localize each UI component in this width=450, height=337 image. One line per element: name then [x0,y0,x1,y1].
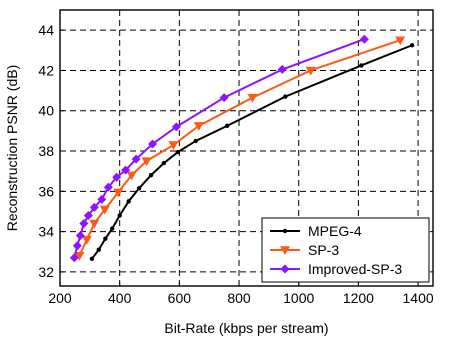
data-point [89,256,95,262]
data-point [89,219,100,229]
data-point [121,165,131,175]
y-tick-label: 34 [38,224,54,240]
data-point [75,231,85,241]
data-point [193,122,204,131]
series-layer [69,34,415,263]
data-point [395,36,406,46]
x-tick-label: 800 [227,290,251,306]
legend-label: SP-3 [308,242,339,258]
data-point [305,66,316,76]
data-point [72,241,82,251]
x-tick-label: 1000 [283,290,314,306]
x-tick-label: 400 [108,290,132,306]
data-point [409,43,415,48]
data-point [193,138,198,144]
data-point [83,210,93,220]
plot-frame [59,9,434,287]
y-axis-title: Reconstruction PSNR (dB) [4,65,20,232]
y-tick-label: 44 [38,22,54,38]
data-point [117,213,122,218]
data-point [148,172,154,178]
data-point [126,171,137,181]
data-point [89,202,99,212]
data-point [277,64,287,74]
legend: MPEG-4 SP-3 Improved-SP-3 [261,217,430,283]
data-point [247,93,258,103]
y-tick-label: 42 [38,62,54,78]
x-tick-label: 600 [168,290,192,306]
x-axis-title: Bit-Rate (kbps per stream) [164,320,328,336]
data-point [96,247,101,252]
axis-ticks: 200 400 600 800 1000 1200 1400 32 34 36 38 40 42 44 [38,22,433,306]
data-point [131,154,141,164]
data-point [219,93,229,103]
legend-marker [280,264,290,274]
data-point [359,34,369,44]
data-point [112,172,122,182]
data-point [126,199,131,204]
data-point [161,160,167,166]
data-point [136,186,142,191]
data-point [113,188,124,198]
data-point [359,63,364,68]
x-tick-label: 1200 [343,290,374,306]
data-point [103,182,113,192]
data-point [175,149,181,155]
data-point [97,194,107,204]
data-point [79,219,89,229]
y-tick-label: 38 [38,143,54,159]
data-point [69,253,79,263]
x-tick-label: 200 [48,290,72,306]
series-0 [89,43,415,262]
series-line [73,38,365,259]
data-point [99,205,110,215]
legend-marker [280,246,290,255]
legend-marker [282,228,288,234]
data-point [148,139,158,149]
data-point [81,235,92,245]
data-point [141,157,152,167]
x-tick-label: 1400 [403,290,434,306]
series-2 [69,34,369,263]
data-point [224,123,230,129]
data-point [110,226,115,231]
data-point [171,122,181,132]
data-point [103,236,108,241]
data-point [168,141,179,150]
legend-label: MPEG-4 [308,223,362,239]
data-point [283,94,288,99]
legend-label: Improved-SP-3 [308,261,402,277]
series-1 [74,36,406,261]
data-point [74,252,85,261]
y-tick-label: 40 [38,103,54,119]
y-tick-label: 36 [38,183,54,199]
y-tick-label: 32 [38,264,54,280]
